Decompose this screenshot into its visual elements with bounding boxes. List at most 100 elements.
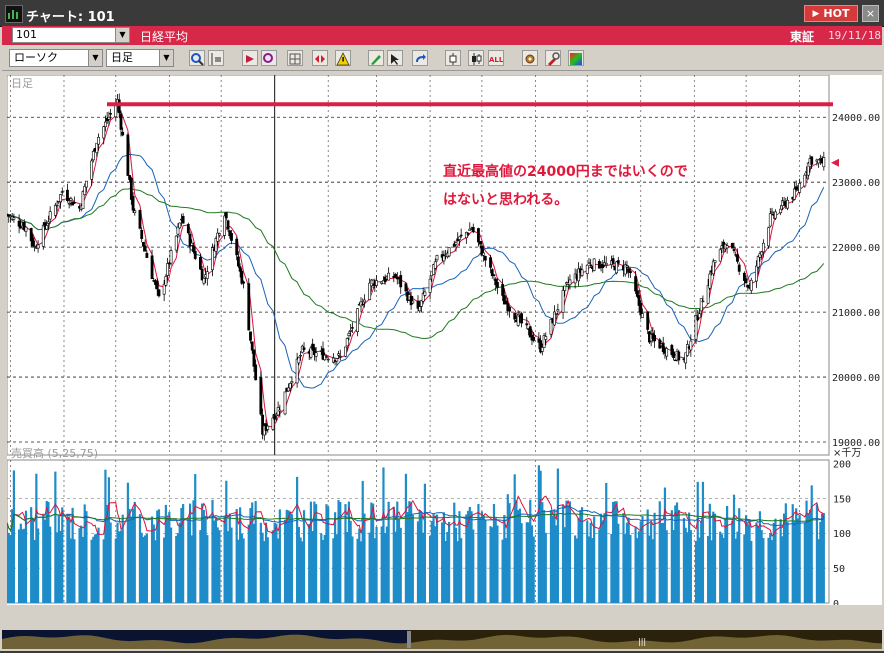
candle[interactable] xyxy=(603,255,606,267)
candle[interactable] xyxy=(238,263,242,278)
candle[interactable] xyxy=(658,337,662,349)
candle[interactable] xyxy=(698,308,701,319)
candle[interactable] xyxy=(568,274,572,290)
candle[interactable] xyxy=(601,260,605,274)
candle[interactable] xyxy=(242,280,245,289)
warning-icon[interactable] xyxy=(335,50,351,66)
candle[interactable] xyxy=(47,215,50,231)
title-bar[interactable]: チャート: 101 ▶ HOT × xyxy=(0,0,884,27)
zoom-icon[interactable] xyxy=(189,50,205,66)
candle[interactable] xyxy=(532,331,536,343)
candle[interactable] xyxy=(513,312,517,323)
all-icon[interactable]: ALL xyxy=(488,50,504,66)
candle[interactable] xyxy=(447,247,451,258)
candle[interactable] xyxy=(639,300,643,320)
period-select[interactable]: 日足 ▼ xyxy=(106,49,174,67)
candle[interactable] xyxy=(685,340,689,357)
candle[interactable] xyxy=(561,286,565,320)
candle[interactable] xyxy=(492,273,496,281)
candle[interactable] xyxy=(202,277,206,286)
candle[interactable] xyxy=(542,333,546,349)
candle[interactable] xyxy=(288,382,292,392)
candle-compare-icon[interactable] xyxy=(468,50,484,66)
candle[interactable] xyxy=(554,313,558,320)
candle[interactable] xyxy=(321,341,325,361)
candle[interactable] xyxy=(230,230,233,245)
candle[interactable] xyxy=(361,298,365,306)
candle[interactable] xyxy=(214,236,218,259)
candle[interactable] xyxy=(779,205,783,216)
candle[interactable] xyxy=(646,311,650,335)
candle[interactable] xyxy=(7,214,11,223)
cursor-line-icon[interactable] xyxy=(208,50,224,66)
chevron-down-icon[interactable]: ▼ xyxy=(159,50,173,66)
candle[interactable] xyxy=(746,284,750,291)
candle[interactable] xyxy=(780,197,784,210)
candle[interactable] xyxy=(169,248,173,266)
candle[interactable] xyxy=(53,202,57,218)
candle[interactable] xyxy=(742,271,746,288)
candle[interactable] xyxy=(423,288,427,297)
candle[interactable] xyxy=(563,285,567,297)
candle[interactable] xyxy=(589,258,593,268)
candle[interactable] xyxy=(164,274,168,287)
candle[interactable] xyxy=(689,334,693,357)
candle[interactable] xyxy=(283,391,287,416)
candle[interactable] xyxy=(41,222,45,250)
candle[interactable] xyxy=(803,172,807,188)
candle[interactable] xyxy=(331,353,335,364)
candle[interactable] xyxy=(585,263,589,280)
chart-type-select[interactable]: ローソク ▼ xyxy=(9,49,103,67)
candle[interactable] xyxy=(540,343,544,356)
candle[interactable] xyxy=(190,239,194,246)
candle[interactable] xyxy=(480,241,484,257)
candle[interactable] xyxy=(822,151,826,171)
candle[interactable] xyxy=(611,255,615,268)
candle[interactable] xyxy=(29,227,33,248)
candle[interactable] xyxy=(102,125,106,145)
settings-icon[interactable] xyxy=(522,50,538,66)
candle[interactable] xyxy=(516,310,520,327)
candle[interactable] xyxy=(107,111,111,126)
candle[interactable] xyxy=(420,299,423,312)
candle[interactable] xyxy=(176,223,180,238)
candle[interactable] xyxy=(157,289,161,298)
candle[interactable] xyxy=(468,222,472,231)
candle[interactable] xyxy=(356,307,359,337)
candle[interactable] xyxy=(684,352,688,370)
candle[interactable] xyxy=(587,258,591,265)
candle[interactable] xyxy=(337,350,340,359)
candle[interactable] xyxy=(150,249,154,280)
candle[interactable] xyxy=(641,308,644,318)
candle[interactable] xyxy=(383,274,387,285)
tool-icon[interactable] xyxy=(545,50,561,66)
candle[interactable] xyxy=(249,331,252,344)
candle[interactable] xyxy=(635,284,639,299)
candle[interactable] xyxy=(756,255,760,275)
candle[interactable] xyxy=(235,236,239,261)
candle[interactable] xyxy=(271,414,275,431)
candle[interactable] xyxy=(477,227,480,247)
candle[interactable] xyxy=(162,279,166,302)
candle[interactable] xyxy=(325,354,328,359)
candle[interactable] xyxy=(592,258,596,272)
candle[interactable] xyxy=(299,351,302,361)
candle[interactable] xyxy=(501,278,505,301)
candle[interactable] xyxy=(625,260,629,274)
candle[interactable] xyxy=(363,294,366,308)
candle[interactable] xyxy=(45,220,49,231)
candle[interactable] xyxy=(525,316,529,330)
candle[interactable] xyxy=(193,247,197,261)
candle[interactable] xyxy=(483,255,487,267)
redo-icon[interactable] xyxy=(412,50,428,66)
navigator-handle[interactable] xyxy=(407,631,411,648)
candle[interactable] xyxy=(287,383,290,392)
candle[interactable] xyxy=(119,110,123,137)
candle[interactable] xyxy=(553,305,556,327)
candle[interactable] xyxy=(502,288,506,305)
candle-icon[interactable] xyxy=(445,50,461,66)
candle[interactable] xyxy=(24,226,28,237)
chart-panel[interactable]: 24000.00 23000.00 22000.00 21000.00 20000.00… xyxy=(7,75,882,605)
candle[interactable] xyxy=(478,240,482,249)
candle[interactable] xyxy=(520,311,524,328)
